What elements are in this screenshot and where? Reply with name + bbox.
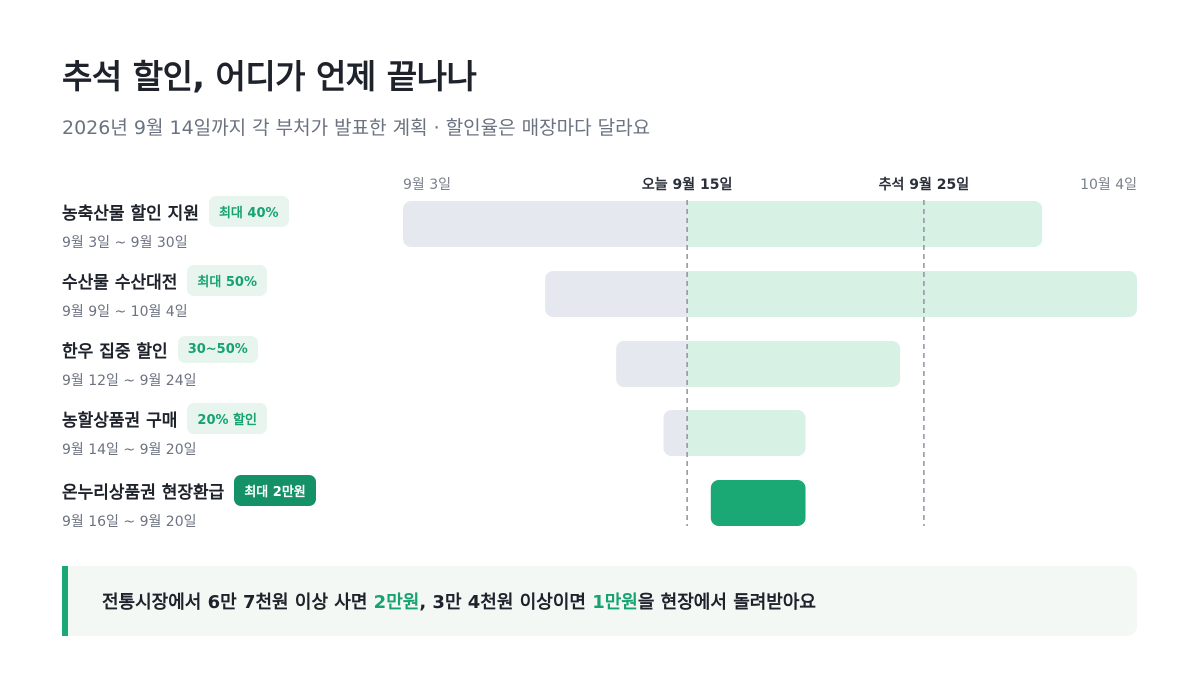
callout-text: 전통시장에서 6만 7천원 이상 사면 2만원, 3만 4천원 이상이면 1만원… [102, 588, 816, 614]
row-dates: 9월 12일 ~ 9월 24일 [62, 373, 197, 389]
discount-badge: 20% 할인 [187, 402, 267, 434]
axis-tick-label: 9월 3일 [403, 177, 451, 193]
row-dates: 9월 9일 ~ 10월 4일 [62, 304, 188, 320]
page-subtitle: 2026년 9월 14일까지 각 부처가 발표한 계획 · 할인율은 매장마다 … [62, 117, 651, 139]
row-dates: 9월 16일 ~ 9월 20일 [62, 514, 197, 530]
discount-badge: 최대 50% [187, 264, 267, 296]
row-dates: 9월 14일 ~ 9월 20일 [62, 442, 197, 458]
row-label-0: 농축산물 할인 지원 최대 40% 9월 3일 ~ 9월 30일 [62, 195, 289, 256]
bar-past-segment [663, 410, 688, 456]
row-label-4: 온누리상품권 현장환급 최대 2만원 9월 16일 ~ 9월 20일 [62, 474, 316, 535]
callout-part-2: , 3만 4천원 이상이면 [419, 592, 593, 613]
bar-future-segment [687, 410, 806, 456]
row-label-1: 수산물 수산대전 최대 50% 9월 9일 ~ 10월 4일 [62, 264, 267, 325]
callout-highlight-2: 1만원 [592, 592, 638, 613]
discount-badge: 최대 40% [208, 195, 289, 227]
callout-part-3: 을 현장에서 돌려받아요 [637, 592, 816, 613]
bar-past-segment [545, 271, 688, 317]
timeline-chart: 9월 3일 오늘 9월 15일 추석 9월 25일 10월 4일 [403, 176, 1137, 526]
axis-tick-label: 오늘 9월 15일 [642, 176, 733, 193]
refund-callout: 전통시장에서 6만 7천원 이상 사면 2만원, 3만 4천원 이상이면 1만원… [62, 566, 1137, 636]
axis-tick-label: 추석 9월 25일 [879, 176, 970, 193]
row-name: 수산물 수산대전 [62, 272, 178, 293]
row-label-3: 농할상품권 구매 20% 할인 9월 14일 ~ 9월 20일 [62, 402, 267, 463]
row-name: 한우 집중 할인 [62, 341, 168, 362]
bar-highlight [710, 480, 806, 526]
row-dates: 9월 3일 ~ 9월 30일 [62, 235, 188, 251]
bar-future-segment [687, 341, 901, 387]
discount-badge: 30~50% [177, 335, 258, 363]
callout-highlight-1: 2만원 [373, 592, 420, 613]
row-name: 농축산물 할인 지원 [62, 203, 199, 224]
bar-past-segment [616, 341, 688, 387]
bar-past-segment [403, 201, 688, 247]
axis-tick-label: 10월 4일 [1080, 177, 1137, 193]
row-name: 온누리상품권 현장환급 [62, 482, 225, 503]
callout-part-1: 전통시장에서 6만 7천원 이상 사면 [102, 592, 374, 613]
row-label-2: 한우 집중 할인 30~50% 9월 12일 ~ 9월 24일 [62, 334, 258, 394]
row-name: 농할상품권 구매 [62, 410, 178, 431]
bar-future-segment [687, 201, 1043, 247]
discount-badge: 최대 2만원 [234, 474, 316, 506]
page-title: 추석 할인, 어디가 언제 끝나나 [62, 57, 477, 96]
bar-future-segment [687, 271, 1137, 317]
